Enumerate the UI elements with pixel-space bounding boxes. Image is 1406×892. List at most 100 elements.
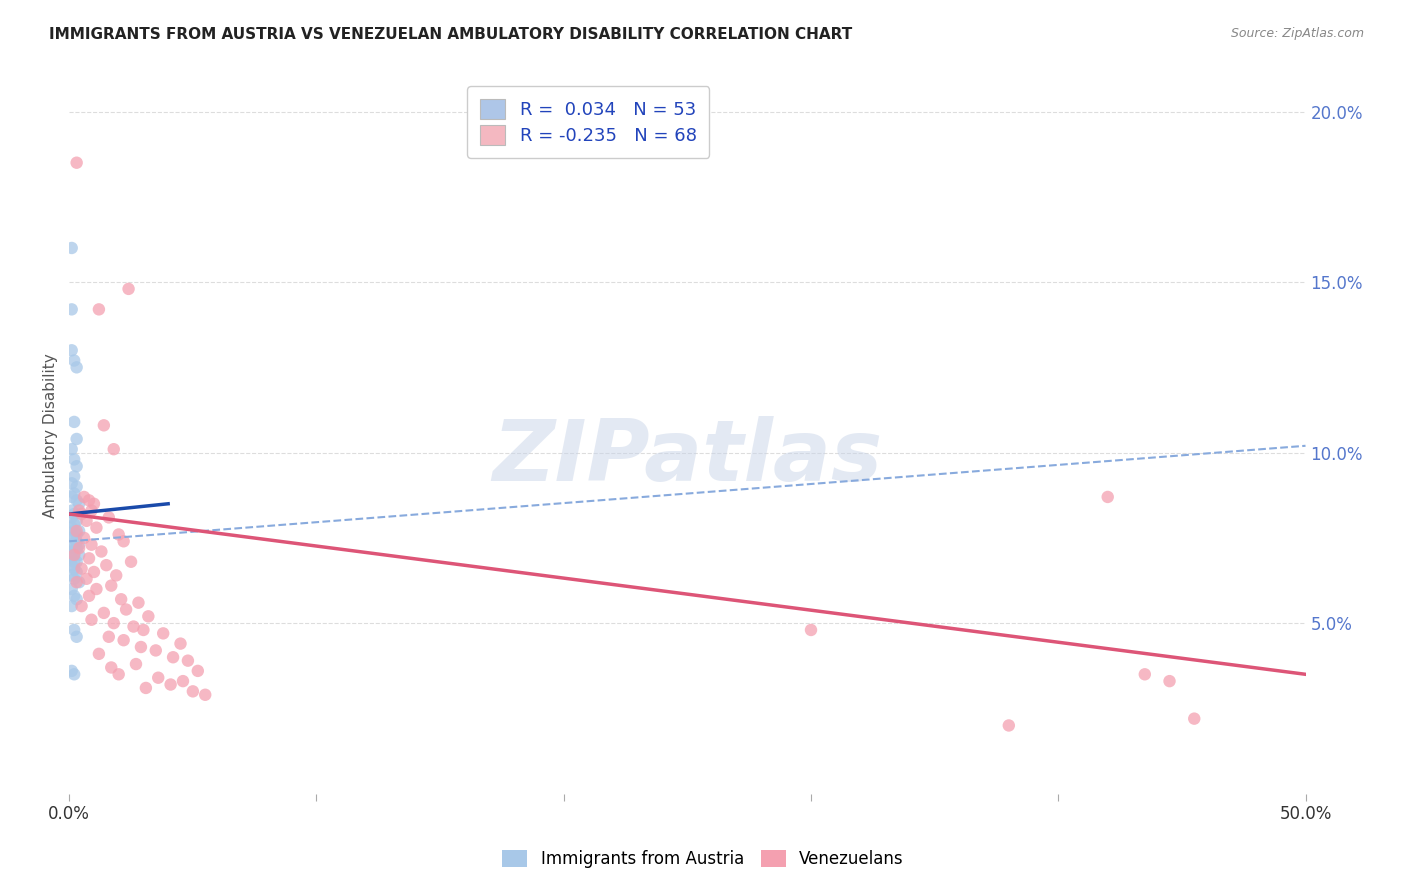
Point [80, 503, 103, 517]
Point [63, 469, 86, 483]
Point [97, 630, 120, 644]
Point [60, 302, 83, 317]
Point [138, 609, 160, 624]
Point [67, 497, 90, 511]
Point [60, 531, 83, 545]
Point [66, 480, 89, 494]
Point [110, 592, 132, 607]
Point [60, 503, 83, 517]
Text: Source: ZipAtlas.com: Source: ZipAtlas.com [1230, 27, 1364, 40]
Point [67, 548, 90, 562]
Point [112, 633, 135, 648]
Point [132, 623, 155, 637]
Point [127, 596, 149, 610]
Point [145, 643, 167, 657]
Point [63, 548, 86, 562]
Point [63, 667, 86, 681]
Point [73, 490, 96, 504]
Point [162, 650, 184, 665]
Point [83, 497, 105, 511]
Point [70, 561, 93, 575]
Point [60, 442, 83, 457]
Point [60, 544, 83, 558]
Point [63, 524, 86, 538]
Point [100, 579, 122, 593]
Point [1182, 712, 1205, 726]
Point [66, 592, 89, 607]
Legend: R =  0.034   N = 53, R = -0.235   N = 68: R = 0.034 N = 53, R = -0.235 N = 68 [467, 87, 710, 158]
Point [60, 551, 83, 566]
Point [67, 575, 90, 590]
Point [97, 510, 120, 524]
Point [63, 415, 86, 429]
Point [112, 534, 135, 549]
Point [93, 606, 115, 620]
Point [66, 360, 89, 375]
Point [169, 637, 191, 651]
Point [63, 507, 86, 521]
Point [60, 476, 83, 491]
Point [60, 558, 83, 573]
Point [86, 582, 108, 596]
Point [135, 681, 157, 695]
Point [63, 548, 86, 562]
Point [800, 623, 823, 637]
Point [87, 302, 110, 317]
Point [63, 623, 86, 637]
Point [66, 555, 89, 569]
Point [60, 599, 83, 613]
Point [998, 718, 1021, 732]
Point [60, 664, 83, 678]
Point [87, 647, 110, 661]
Point [66, 534, 89, 549]
Point [66, 630, 89, 644]
Point [63, 531, 86, 545]
Point [66, 541, 89, 555]
Point [103, 616, 125, 631]
Point [120, 555, 142, 569]
Point [172, 674, 194, 689]
Point [83, 565, 105, 579]
Point [80, 613, 103, 627]
Point [194, 688, 217, 702]
Point [60, 521, 83, 535]
Point [77, 551, 100, 566]
Point [67, 524, 90, 538]
Point [63, 541, 86, 555]
Legend: Immigrants from Austria, Venezuelans: Immigrants from Austria, Venezuelans [496, 843, 910, 875]
Point [60, 490, 83, 504]
Point [63, 572, 86, 586]
Point [63, 486, 86, 500]
Point [86, 521, 108, 535]
Point [63, 555, 86, 569]
Text: IMMIGRANTS FROM AUSTRIA VS VENEZUELAN AMBULATORY DISABILITY CORRELATION CHART: IMMIGRANTS FROM AUSTRIA VS VENEZUELAN AM… [49, 27, 852, 42]
Point [76, 572, 98, 586]
Point [63, 452, 86, 467]
Point [129, 640, 152, 654]
Point [67, 541, 90, 555]
Point [115, 602, 138, 616]
Point [96, 558, 118, 573]
Point [73, 531, 96, 545]
Point [148, 671, 170, 685]
Point [1133, 667, 1156, 681]
Point [66, 575, 89, 590]
Point [1097, 490, 1119, 504]
Point [60, 582, 83, 596]
Point [107, 527, 129, 541]
Point [60, 241, 83, 255]
Point [80, 538, 103, 552]
Point [66, 514, 89, 528]
Point [117, 282, 139, 296]
Point [60, 510, 83, 524]
Point [66, 155, 89, 169]
Point [70, 507, 93, 521]
Point [66, 565, 89, 579]
Point [60, 343, 83, 358]
Text: ZIPatlas: ZIPatlas [492, 416, 883, 499]
Point [90, 544, 112, 558]
Point [76, 514, 98, 528]
Point [63, 589, 86, 603]
Point [152, 626, 174, 640]
Point [125, 657, 148, 671]
